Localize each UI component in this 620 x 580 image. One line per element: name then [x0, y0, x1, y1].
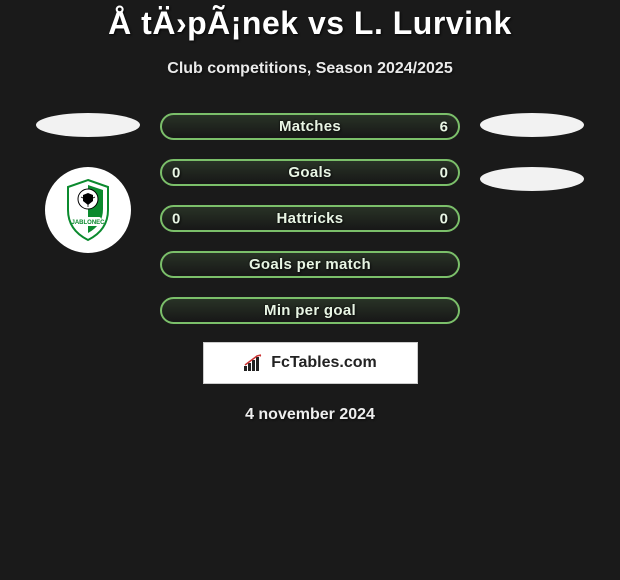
- stat-value-left: 0: [172, 164, 180, 181]
- subtitle: Club competitions, Season 2024/2025: [0, 60, 620, 78]
- club-badge-left: JABLONEC: [45, 167, 131, 253]
- fctables-logo-text: FcTables.com: [271, 354, 377, 372]
- left-player-col: JABLONEC: [36, 113, 140, 253]
- page-title: Å tÄ›pÃ¡nek vs L. Lurvink: [0, 5, 620, 42]
- stat-value-right: 0: [440, 164, 448, 181]
- stat-row-min-per-goal: Min per goal: [160, 297, 460, 324]
- stat-label: Matches: [279, 118, 341, 135]
- player-photo-placeholder-right: [480, 113, 584, 137]
- svg-text:JABLONEC: JABLONEC: [71, 220, 105, 226]
- stat-label: Hattricks: [277, 210, 344, 227]
- player-photo-placeholder-left: [36, 113, 140, 137]
- stat-row-hattricks: 0 Hattricks 0: [160, 205, 460, 232]
- stat-label: Goals per match: [249, 256, 371, 273]
- club-badge-placeholder-right: [480, 167, 584, 191]
- stat-value-right: 0: [440, 210, 448, 227]
- content-row: JABLONEC Matches 6 0 Goals 0 0 Hattricks…: [0, 113, 620, 324]
- stat-row-matches: Matches 6: [160, 113, 460, 140]
- date-text: 4 november 2024: [0, 406, 620, 424]
- stat-value-left: 0: [172, 210, 180, 227]
- right-player-col: [480, 113, 584, 191]
- stat-label: Goals: [288, 164, 331, 181]
- stats-column: Matches 6 0 Goals 0 0 Hattricks 0 Goals …: [140, 113, 480, 324]
- stat-value-right: 6: [440, 118, 448, 135]
- stat-label: Min per goal: [264, 302, 356, 319]
- bar-chart-icon: [243, 354, 265, 372]
- stat-row-goals-per-match: Goals per match: [160, 251, 460, 278]
- fctables-logo-box: FcTables.com: [203, 342, 418, 384]
- stat-row-goals: 0 Goals 0: [160, 159, 460, 186]
- jablonec-crest-icon: JABLONEC: [53, 175, 123, 245]
